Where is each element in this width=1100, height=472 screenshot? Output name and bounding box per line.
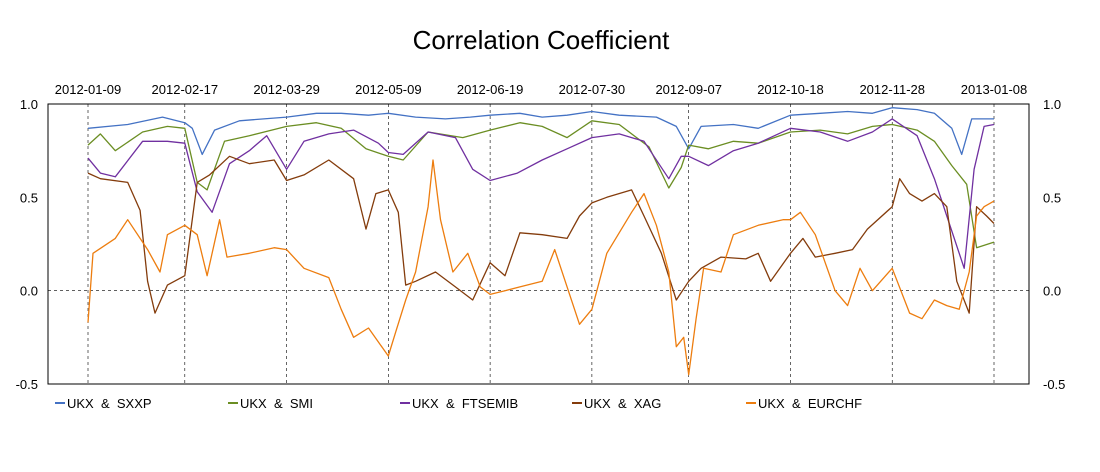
legend-label-4: UKX & EURCHF	[758, 396, 862, 411]
series-line-2	[87, 118, 995, 269]
legend-label-0: UKX & SXXP	[67, 396, 152, 411]
y-tick-label-right: 1.0	[1043, 97, 1061, 112]
x-tick-label: 2012-10-18	[757, 82, 824, 97]
series-line-0	[87, 107, 994, 156]
legend-label-2: UKX & FTSEMIB	[412, 396, 518, 411]
y-tick-label-left: -0.5	[16, 377, 38, 392]
x-axis-ticks: 2012-01-09 2012-02-17 2012-03-29 2012-05-09…	[55, 82, 1028, 97]
legend-label-3: UKX & XAG	[584, 396, 661, 411]
series-line-4	[87, 159, 995, 376]
x-tick-label: 2012-09-07	[655, 82, 722, 97]
series-line-1	[87, 120, 995, 249]
x-tick-label: 2012-11-28	[859, 82, 925, 97]
x-tick-label: 2012-02-17	[152, 82, 219, 97]
y-tick-label-left: 0.5	[20, 190, 38, 205]
y-tick-label-right: 0.0	[1043, 284, 1061, 299]
y-axis-ticks: 1.0 1.0 0.5 0.5 0.0 0.0 -0.5 -0.5	[16, 97, 1066, 392]
series-line-3	[87, 155, 995, 314]
y-tick-label-left: 0.0	[20, 284, 38, 299]
chart-title: Correlation Coefficient	[413, 25, 671, 55]
plot-frame	[47, 103, 1030, 385]
x-tick-label: 2012-01-09	[55, 82, 122, 97]
legend-label-1: UKX & SMI	[240, 396, 313, 411]
x-tick-label: 2012-03-29	[253, 82, 320, 97]
x-tick-label: 2012-06-19	[457, 82, 524, 97]
legend: UKX & SXXP UKX & SMI UKX & FTSEMIB UKX & XA…	[55, 396, 862, 411]
y-tick-label-right: -0.5	[1043, 377, 1065, 392]
y-tick-label-right: 0.5	[1043, 190, 1061, 205]
x-tick-label: 2012-07-30	[559, 82, 626, 97]
series-lines	[87, 107, 995, 376]
grid	[48, 104, 1029, 384]
y-tick-label-left: 1.0	[20, 97, 38, 112]
x-tick-label: 2012-05-09	[355, 82, 422, 97]
x-tick-label: 2013-01-08	[961, 82, 1028, 97]
